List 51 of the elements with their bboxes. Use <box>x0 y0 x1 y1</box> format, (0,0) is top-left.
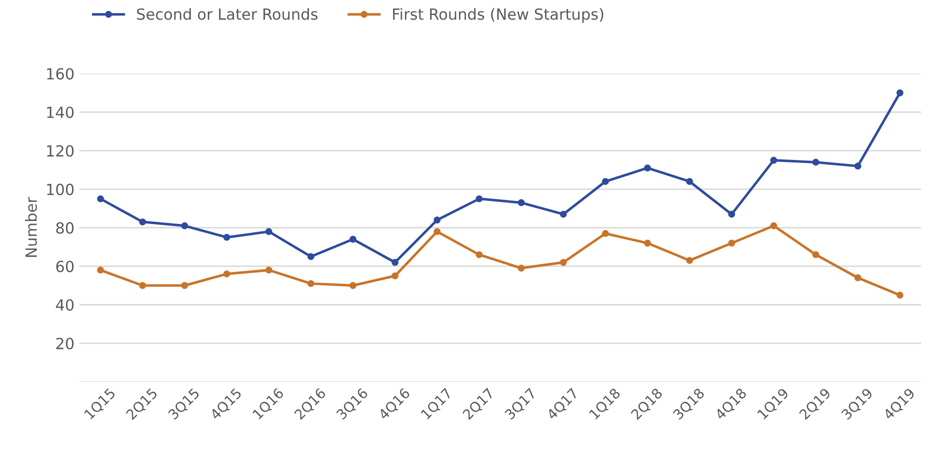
legend-label: First Rounds (New Startups) <box>393 8 604 23</box>
point <box>223 234 230 241</box>
point <box>728 210 736 218</box>
point <box>181 282 188 289</box>
y-tick-label: 40 <box>56 299 74 311</box>
point <box>812 251 820 258</box>
point <box>644 240 651 247</box>
point <box>686 178 694 185</box>
y-tick-label: 20 <box>56 338 74 350</box>
legend-label: Second or Later Rounds <box>137 8 318 20</box>
point <box>812 158 820 166</box>
point <box>560 258 567 266</box>
point <box>223 270 230 278</box>
point <box>770 156 778 164</box>
point <box>518 199 525 206</box>
point <box>97 266 104 274</box>
point <box>392 272 399 280</box>
point <box>434 228 441 236</box>
point <box>307 280 314 288</box>
point <box>518 264 525 272</box>
point <box>349 282 356 289</box>
point <box>644 164 651 172</box>
y-axis-title: Number <box>25 197 37 257</box>
point <box>265 266 272 274</box>
point <box>139 282 146 289</box>
point <box>181 222 188 230</box>
point <box>476 251 483 258</box>
point <box>265 228 272 236</box>
point <box>854 162 862 170</box>
point <box>896 89 904 96</box>
point <box>434 216 441 224</box>
point <box>349 236 356 243</box>
y-tick-label: 160 <box>47 68 74 80</box>
point <box>97 195 104 202</box>
y-tick-label: 60 <box>56 260 74 272</box>
point <box>602 178 609 185</box>
point <box>686 256 694 264</box>
point <box>307 253 314 260</box>
point <box>728 240 736 247</box>
point <box>476 195 483 202</box>
point <box>896 292 904 299</box>
point <box>139 218 146 226</box>
y-tick-label: 120 <box>47 145 74 157</box>
point <box>602 230 609 237</box>
y-tick-label: 140 <box>47 106 74 118</box>
point <box>854 274 862 282</box>
point <box>392 258 399 266</box>
point <box>560 210 567 218</box>
y-tick-label: 80 <box>56 222 74 234</box>
y-tick-label: 100 <box>47 184 74 196</box>
point <box>770 222 778 230</box>
